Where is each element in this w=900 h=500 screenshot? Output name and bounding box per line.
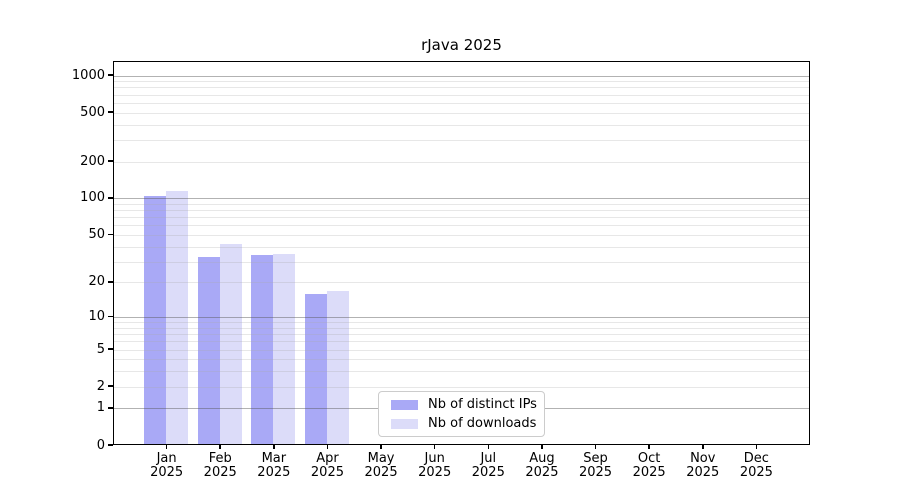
x-tick-mark-jan xyxy=(165,445,168,449)
gridline-minor xyxy=(114,94,809,96)
gridline-minor xyxy=(114,225,809,227)
legend-label-distinct-ips: Nb of distinct IPs xyxy=(428,397,537,412)
x-tick-label-jan: Jan 2025 xyxy=(150,451,184,480)
legend-swatch-distinct-ips xyxy=(391,399,418,410)
y-tick-label-50: 50 xyxy=(88,226,105,242)
legend-label-downloads: Nb of downloads xyxy=(428,416,537,431)
y-tick-mark xyxy=(108,385,113,387)
gridline-minor xyxy=(114,246,809,248)
bar-distinct-ips-jan xyxy=(144,196,167,444)
x-tick-label-oct: Oct 2025 xyxy=(632,451,666,480)
gridline-minor xyxy=(114,124,809,126)
x-tick-label-may: May 2025 xyxy=(364,451,398,480)
x-tick-label-apr: Apr 2025 xyxy=(310,451,344,480)
y-tick-label-500: 500 xyxy=(80,104,105,120)
y-tick-mark xyxy=(108,197,113,199)
gridline-minor xyxy=(114,139,809,141)
chart-title: rJava 2025 xyxy=(421,36,502,54)
gridline-minor xyxy=(114,112,809,114)
y-tick-label-1000: 1000 xyxy=(71,67,105,83)
y-tick-label-2: 2 xyxy=(96,378,105,394)
bar-downloads-jan xyxy=(166,190,189,444)
y-tick-mark xyxy=(108,74,113,76)
y-tick-label-200: 200 xyxy=(80,153,105,169)
x-tick-mark-aug xyxy=(541,445,543,449)
x-tick-mark-apr xyxy=(326,445,329,449)
gridline-minor xyxy=(114,102,809,104)
x-tick-mark-feb xyxy=(219,445,221,449)
y-tick-label-10: 10 xyxy=(88,309,105,325)
x-tick-mark-oct xyxy=(648,445,650,449)
bar-distinct-ips-apr xyxy=(304,293,327,444)
gridline-major xyxy=(114,75,809,77)
y-tick-label-0: 0 xyxy=(96,437,105,453)
y-tick-mark xyxy=(108,160,113,162)
y-tick-mark xyxy=(108,444,113,446)
x-tick-mark-mar xyxy=(273,445,275,449)
y-tick-label-20: 20 xyxy=(88,274,105,290)
gridline-major xyxy=(114,198,809,200)
gridline-minor xyxy=(114,217,809,219)
gridline-minor xyxy=(114,210,809,212)
legend-item-downloads: Nb of downloads xyxy=(387,416,536,431)
x-tick-mark-may xyxy=(380,445,382,449)
gridline-minor xyxy=(114,234,809,236)
y-tick-mark xyxy=(108,233,113,236)
y-tick-mark xyxy=(108,348,113,350)
y-tick-label-1: 1 xyxy=(96,400,105,416)
legend: Nb of distinct IPs Nb of downloads xyxy=(378,391,545,437)
gridline-minor xyxy=(114,203,809,205)
x-tick-mark-jun xyxy=(433,445,436,449)
x-tick-label-sep: Sep 2025 xyxy=(578,451,613,480)
x-tick-label-feb: Feb 2025 xyxy=(203,451,237,480)
y-tick-mark xyxy=(108,407,113,409)
y-tick-label-100: 100 xyxy=(80,190,105,206)
y-tick-mark xyxy=(108,281,113,283)
gridline-minor xyxy=(114,87,809,89)
x-tick-mark-nov xyxy=(702,445,704,449)
gridline-minor xyxy=(114,81,809,83)
x-tick-label-nov: Nov 2025 xyxy=(686,451,720,480)
gridline-minor xyxy=(114,161,809,163)
x-tick-mark-dec xyxy=(755,445,758,449)
y-tick-label-5: 5 xyxy=(96,341,105,357)
plot-area xyxy=(113,61,810,445)
legend-swatch-downloads xyxy=(391,418,418,429)
bar-downloads-apr xyxy=(326,290,349,444)
y-tick-mark xyxy=(108,315,113,318)
x-tick-label-jun: Jun 2025 xyxy=(418,451,452,480)
x-tick-label-mar: Mar 2025 xyxy=(257,451,291,480)
x-tick-mark-jul xyxy=(487,445,490,449)
bar-distinct-ips-mar xyxy=(251,255,274,444)
x-tick-label-aug: Aug 2025 xyxy=(525,451,559,480)
x-tick-label-dec: Dec 2025 xyxy=(739,451,773,480)
x-tick-mark-sep xyxy=(594,445,597,449)
bar-downloads-feb xyxy=(219,244,242,444)
bar-distinct-ips-feb xyxy=(197,256,220,444)
bar-downloads-mar xyxy=(273,253,296,444)
y-tick-mark xyxy=(108,111,113,113)
legend-item-distinct-ips: Nb of distinct IPs xyxy=(387,397,537,412)
x-tick-label-jul: Jul 2025 xyxy=(471,451,505,480)
